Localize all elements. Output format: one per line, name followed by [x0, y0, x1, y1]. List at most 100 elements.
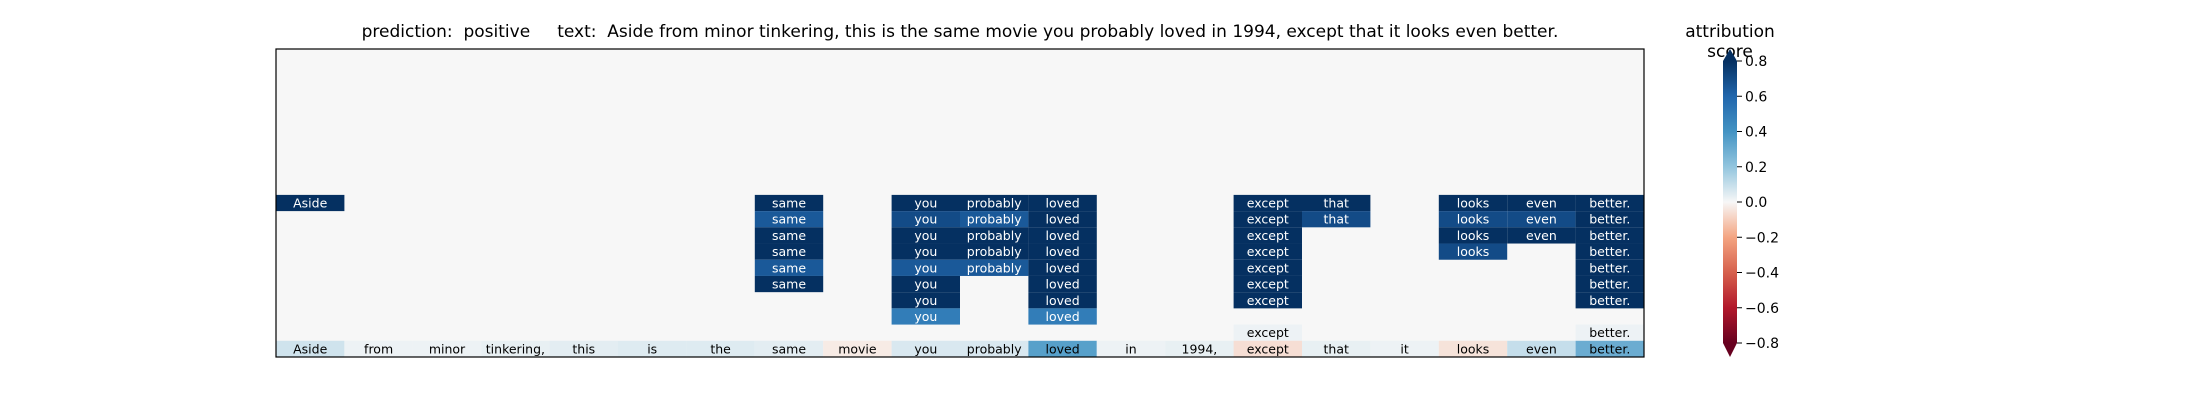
perturbation-row-2-cell — [1438, 211, 1508, 228]
perturbation-row-7-label: better. — [1589, 293, 1630, 308]
colorbar-tick-label: 0.8 — [1745, 54, 1767, 70]
perturbation-row-4-cell — [1438, 243, 1508, 260]
perturbation-row-5-label: except — [1247, 260, 1289, 275]
token-score-label: this — [572, 341, 595, 356]
colorbar-tick-label: 0.6 — [1745, 89, 1767, 105]
perturbation-row-2-cell — [1575, 211, 1644, 228]
token-score-label: even — [1526, 341, 1557, 356]
perturbation-row-6-label: you — [914, 277, 937, 292]
perturbation-row-9-label: except — [1247, 325, 1289, 340]
perturbation-row-6-cell — [1233, 275, 1302, 293]
token-score-label: that — [1324, 341, 1349, 356]
token-score-label: except — [1247, 341, 1289, 356]
perturbation-row-3-label: better. — [1589, 228, 1630, 243]
token-score-cell — [481, 340, 550, 357]
perturbation-row-8-label: loved — [1046, 309, 1080, 324]
perturbation-row-3-cell — [1507, 227, 1576, 244]
perturbation-row-5-label: loved — [1046, 260, 1080, 275]
perturbation-row-1-cell — [1233, 194, 1302, 212]
perturbation-row-6-label: same — [772, 277, 806, 292]
perturbation-row-7-label: you — [914, 293, 937, 308]
perturbation-row-7-label: loved — [1046, 293, 1080, 308]
perturbation-row-1-cell — [754, 194, 824, 212]
perturbation-row-1-cell — [960, 194, 1029, 212]
perturbation-row-2-label: that — [1324, 212, 1349, 227]
perturbation-row-4-label: loved — [1046, 244, 1080, 259]
perturbation-row-8-label: you — [914, 309, 937, 324]
token-score-cell — [549, 340, 618, 357]
token-score-label: the — [710, 341, 731, 356]
perturbation-row-1-cell — [1507, 194, 1576, 212]
token-score-label: probably — [967, 341, 1022, 356]
perturbation-row-5-label: same — [772, 260, 806, 275]
perturbation-row-1-label: even — [1526, 196, 1557, 211]
token-score-cell — [1370, 340, 1439, 357]
perturbation-row-4-cell — [891, 243, 960, 260]
perturbation-row-3-cell — [1028, 227, 1097, 244]
perturbation-row-2-cell — [1233, 211, 1302, 228]
perturbation-row-1-label: probably — [967, 196, 1022, 211]
token-score-label: better. — [1589, 341, 1630, 356]
perturbation-row-1-label: you — [914, 196, 937, 211]
token-score-label: tinkering, — [486, 341, 545, 356]
token-score-cell — [276, 340, 345, 357]
token-score-cell — [1302, 340, 1371, 357]
perturbation-row-5-cell — [891, 259, 960, 276]
token-score-label: Aside — [293, 341, 327, 356]
perturbation-row-4-label: you — [914, 244, 937, 259]
token-score-cell — [686, 340, 755, 357]
perturbation-row-3-cell — [960, 227, 1029, 244]
perturbation-row-5-cell — [960, 259, 1029, 276]
colorbar-ticks: 0.8 0.6 0.4 0.2 0.0 −0.2 −0.4 −0.6 −0.8 — [1737, 54, 1779, 352]
perturbation-row-2-label: you — [914, 212, 937, 227]
perturbation-row-3-label: except — [1247, 228, 1289, 243]
text-label: text: — [557, 22, 597, 42]
prediction-label: prediction: — [361, 22, 453, 42]
chart-title: prediction: positive text: Aside from mi… — [276, 22, 1644, 42]
perturbation-row-9-cell — [1233, 324, 1302, 341]
perturbation-row-3-cell — [1575, 227, 1644, 244]
perturbation-row-1-label: better. — [1589, 196, 1630, 211]
perturbation-row-1-label: that — [1324, 196, 1349, 211]
plot-frame — [275, 48, 1645, 358]
perturbation-row-1-label: looks — [1457, 196, 1490, 211]
perturbation-row-7-cell — [1575, 292, 1644, 309]
perturbation-row-4-label: looks — [1457, 244, 1490, 259]
colorbar-body — [1723, 61, 1737, 343]
perturbation-row-2-label: except — [1247, 212, 1289, 227]
perturbation-row-6-cell — [754, 275, 824, 293]
heatmap-cells: Aside same you probably loved except that looks… — [276, 49, 1644, 357]
perturbation-row-1-cell — [1302, 194, 1371, 212]
colorbar-tick-label: −0.8 — [1745, 336, 1779, 352]
token-score-label: in — [1125, 341, 1136, 356]
colorbar: 0.8 0.6 0.4 0.2 0.0 −0.2 −0.4 −0.6 −0.8 — [1723, 49, 1779, 357]
perturbation-row-2-cell — [754, 211, 824, 228]
token-score-label: you — [914, 341, 937, 356]
perturbation-row-5-cell — [1575, 259, 1644, 276]
token-score-cell — [1575, 340, 1644, 357]
perturbation-row-2-label: same — [772, 212, 806, 227]
perturbation-row-1-label: except — [1247, 196, 1289, 211]
token-score-cell — [891, 340, 960, 357]
perturbation-row-1-cell — [1438, 194, 1508, 212]
perturbation-row-2-label: even — [1526, 212, 1557, 227]
token-score-cell — [1438, 340, 1508, 357]
perturbation-row-3-cell — [1438, 227, 1508, 244]
perturbation-row-6-cell — [891, 275, 960, 293]
perturbation-row-2-label: better. — [1589, 212, 1630, 227]
perturbation-row-4-label: same — [772, 244, 806, 259]
token-score-cell — [618, 340, 687, 357]
token-score-label: 1994, — [1182, 341, 1218, 356]
token-score-cell — [412, 340, 482, 357]
perturbation-row-7-cell — [1233, 292, 1302, 309]
perturbation-row-3-label: loved — [1046, 228, 1080, 243]
perturbation-row-5-cell — [1028, 259, 1097, 276]
colorbar-tick-label: 0.0 — [1745, 195, 1767, 211]
token-score-label: from — [364, 341, 393, 356]
text-value: Aside from minor tinkering, this is the … — [607, 22, 1559, 42]
perturbation-row-2-label: looks — [1457, 212, 1490, 227]
perturbation-row-7-cell — [891, 292, 960, 309]
colorbar-tick-label: 0.2 — [1745, 160, 1767, 176]
perturbation-row-2-cell — [960, 211, 1029, 228]
perturbation-row-9-label: better. — [1589, 325, 1630, 340]
